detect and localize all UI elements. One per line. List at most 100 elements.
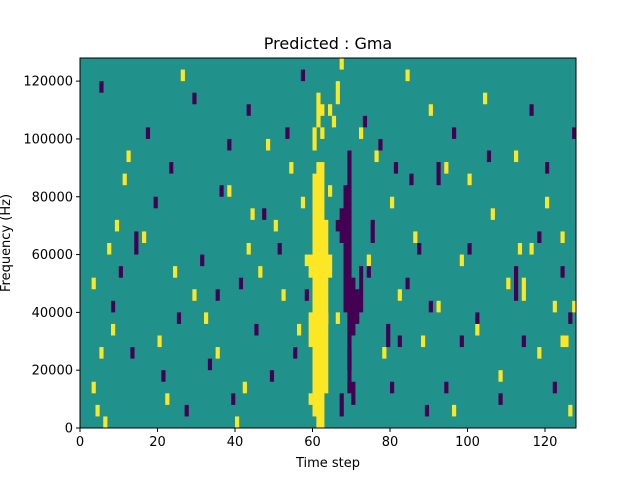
low-cell-28 [498,393,503,405]
high-cell-22 [560,335,565,348]
x-tick-label-3: 60 [304,435,321,450]
y-tick-label-3: 60000 [32,248,73,263]
high-cell-13 [328,185,333,197]
x-axis-ticks: 0 20 40 60 80 100 120 [76,428,558,450]
x-axis-label: Time step [295,456,360,471]
high-cell-60 [397,289,402,301]
low-cell-53 [219,185,224,197]
low-cell-14 [386,323,391,348]
high-cell-75 [514,150,519,163]
high-cell-2 [320,162,325,428]
high-cell-37 [173,266,178,278]
high-cell-36 [165,393,170,405]
high-cell-62 [413,231,418,243]
high-cell-70 [475,323,480,336]
high-cell-38 [180,69,185,82]
x-tick-label-0: 0 [76,435,84,450]
high-cell-47 [258,266,263,278]
low-cell-46 [169,162,174,174]
plot-area [79,57,577,429]
low-cell-42 [134,231,139,255]
high-cell-17 [339,58,344,70]
low-cell-30 [521,335,526,348]
high-cell-14 [328,104,333,116]
low-cell-5 [355,289,360,324]
low-cell-3 [347,150,352,394]
low-cell-49 [192,92,197,105]
high-cell-41 [215,347,220,359]
plot-frame [79,57,577,429]
low-cell-38 [99,81,104,93]
high-cell-9 [312,127,317,151]
high-cell-20 [521,277,526,301]
high-cell-76 [517,243,523,255]
high-cell-32 [122,173,127,186]
low-cell-66 [390,381,395,394]
high-cell-58 [382,347,387,359]
x-tick-label-6: 120 [533,435,558,450]
x-tick-label-4: 80 [382,435,399,450]
low-cell-50 [200,254,205,267]
low-cell-32 [537,231,542,243]
y-tick-label-2: 40000 [32,306,73,321]
low-cell-7 [339,393,344,417]
low-cell-36 [568,312,573,324]
high-cell-69 [467,173,472,186]
low-cell-52 [215,289,220,301]
x-tick-label-2: 40 [227,435,244,450]
high-cell-21 [529,243,534,255]
low-cell-40 [118,266,123,278]
high-cell-44 [242,381,247,394]
high-cell-35 [157,335,162,348]
low-cell-67 [393,162,399,174]
low-cell-60 [269,370,275,382]
y-axis-ticks: 0 20000 40000 60000 80000 100000 120000 [23,75,80,437]
low-cell-25 [467,243,472,255]
high-cell-23 [564,335,569,348]
low-cell-41 [130,347,135,359]
low-cell-62 [285,127,290,139]
low-cell-33 [545,162,550,174]
high-cell-81 [568,404,573,417]
low-cell-45 [161,370,166,382]
high-cell-78 [545,196,550,209]
high-cell-63 [421,335,426,348]
y-tick-label-5: 100000 [23,132,73,147]
high-cell-4 [308,393,313,405]
high-cell-48 [266,138,271,151]
low-cell-21 [436,162,441,186]
y-tick-label-4: 80000 [32,190,73,205]
high-cell-0 [312,173,317,417]
high-cell-15 [331,115,337,128]
high-cell-27 [103,416,108,428]
high-cell-29 [91,277,96,290]
high-cell-24 [111,323,116,336]
low-cell-22 [444,381,449,394]
low-cell-23 [452,127,457,139]
low-cell-48 [184,404,189,417]
low-cell-54 [227,138,232,151]
high-cell-25 [99,347,104,359]
high-cell-59 [390,196,395,209]
high-cell-11 [320,127,325,139]
high-cell-19 [324,312,329,324]
low-cell-55 [231,393,236,405]
low-cell-16 [405,277,410,290]
low-cell-13 [378,138,383,151]
high-cell-33 [126,150,131,163]
low-cell-20 [428,300,433,313]
low-cell-39 [111,300,116,313]
low-cell-10 [362,115,368,128]
high-cell-7 [304,254,309,267]
low-cell-57 [246,104,251,116]
low-cell-59 [262,208,267,220]
y-axis-label: Frequency (Hz) [0,194,14,292]
high-cell-42 [227,185,232,197]
y-tick-label-6: 120000 [23,75,73,90]
high-cell-50 [281,289,286,301]
low-cell-18 [417,243,422,255]
low-cell-35 [560,266,565,278]
high-cell-49 [273,219,278,232]
low-cell-34 [552,381,557,394]
